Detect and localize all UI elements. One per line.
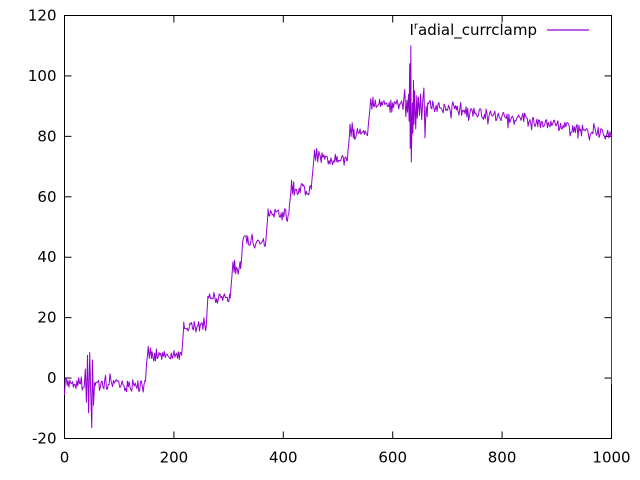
x-tick-label: 600 [378, 449, 407, 467]
plot-border [64, 15, 612, 439]
y-tick-label: -20 [32, 430, 57, 448]
x-tick-label: 400 [269, 449, 298, 467]
legend: Iradial_currclamp [409, 21, 589, 39]
series-line [64, 45, 612, 429]
x-tick-label: 0 [60, 449, 70, 467]
x-tick-label: 800 [488, 449, 517, 467]
legend-label-superscript: r [413, 21, 419, 32]
y-tick-label: 0 [47, 369, 57, 387]
x-tick-label: 200 [160, 449, 189, 467]
legend-label-prefix: I [409, 21, 414, 39]
legend-series-label: Iradial_currclamp [409, 21, 537, 39]
x-tick-label: 1000 [592, 449, 630, 467]
y-tick-label: 120 [28, 7, 57, 25]
y-tick-label: 60 [37, 188, 56, 206]
y-tick-label: 40 [37, 248, 56, 266]
y-tick-label: 80 [37, 127, 56, 145]
y-tick-label: 100 [28, 67, 57, 85]
legend-sample-line [547, 29, 589, 31]
y-tick-label: 20 [37, 309, 56, 327]
legend-label-rest: adial_currclamp [418, 21, 537, 39]
